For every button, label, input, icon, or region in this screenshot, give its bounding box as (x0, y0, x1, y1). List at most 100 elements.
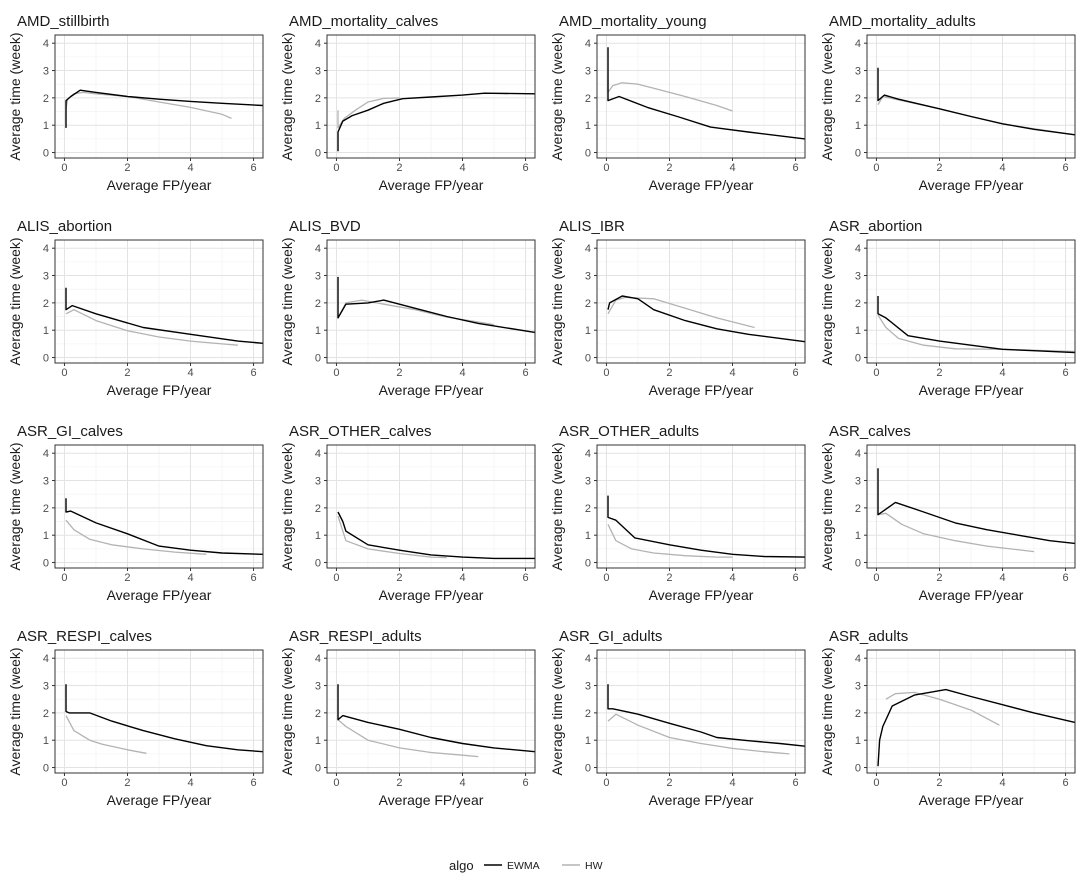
y-tick-label: 0 (855, 558, 861, 570)
y-tick-label: 4 (855, 243, 861, 255)
panel-border (596, 444, 806, 569)
series-line-ewma (337, 684, 536, 753)
y-axis-label: Average time (week) (819, 442, 835, 570)
x-axis-label: Average FP/year (649, 382, 754, 398)
y-tick-label: 3 (585, 476, 591, 488)
y-tick-label: 1 (43, 120, 49, 132)
x-tick-label: 2 (666, 572, 672, 584)
y-tick-label: 3 (855, 476, 861, 488)
series-line-ewma (337, 511, 535, 560)
x-tick-label: 2 (124, 162, 130, 174)
x-axis-label: Average FP/year (379, 792, 484, 808)
x-tick-label: 2 (396, 572, 402, 584)
x-axis-label: Average FP/year (919, 792, 1024, 808)
panel-border (54, 649, 264, 774)
x-axis-label: Average FP/year (649, 587, 754, 603)
x-tick-label: 0 (333, 162, 339, 174)
y-axis-label: Average time (week) (7, 32, 23, 160)
y-axis-label: Average time (week) (549, 647, 565, 775)
y-tick-label: 0 (315, 763, 321, 775)
y-axis-label: Average time (week) (7, 442, 23, 570)
panel-border (596, 34, 806, 159)
y-tick-label: 0 (43, 558, 49, 570)
series-line-ewma (65, 498, 264, 555)
panel-title: ASR_calves (829, 423, 911, 440)
panel: 0 2 4 6 0 1 2 3 4 AMD_mortality_young Average FP/y… (549, 13, 806, 193)
series-line-ewma (65, 684, 264, 753)
x-axis-label: Average FP/year (919, 587, 1024, 603)
x-tick-label: 6 (1062, 777, 1068, 789)
panel-border (326, 649, 536, 774)
x-tick-label: 4 (187, 777, 193, 789)
x-axis-label: Average FP/year (919, 382, 1024, 398)
y-tick-label: 2 (585, 298, 591, 310)
x-tick-label: 0 (873, 572, 879, 584)
y-tick-label: 2 (585, 93, 591, 105)
y-tick-label: 4 (315, 653, 321, 665)
y-tick-label: 2 (315, 298, 321, 310)
panel-title: AMD_stillbirth (17, 13, 110, 30)
x-tick-label: 2 (396, 162, 402, 174)
y-tick-label: 4 (585, 448, 591, 460)
y-axis-label: Average time (week) (819, 647, 835, 775)
x-tick-label: 4 (187, 162, 193, 174)
y-tick-label: 2 (855, 298, 861, 310)
panel: 0 2 4 6 0 1 2 3 4 ASR_adults Average FP/year Averag… (819, 628, 1076, 808)
y-tick-label: 2 (585, 503, 591, 515)
x-tick-label: 6 (522, 162, 528, 174)
x-axis-label: Average FP/year (919, 177, 1024, 193)
panel-border (596, 649, 806, 774)
panel-border (54, 34, 264, 159)
panel-title: AMD_mortality_calves (289, 13, 438, 30)
x-tick-label: 6 (250, 572, 256, 584)
series-line-ewma (607, 295, 806, 343)
y-tick-label: 2 (43, 93, 49, 105)
x-tick-label: 0 (873, 777, 879, 789)
x-axis-label: Average FP/year (379, 382, 484, 398)
panel-title: ASR_OTHER_adults (559, 423, 699, 440)
y-tick-label: 1 (43, 325, 49, 337)
y-tick-label: 0 (855, 148, 861, 160)
x-tick-label: 2 (396, 777, 402, 789)
panel: 0 2 4 6 0 1 2 3 4 ASR_calves Average FP/year Averag… (819, 423, 1076, 603)
series-line-ewma (877, 688, 1076, 767)
x-tick-label: 6 (250, 162, 256, 174)
x-tick-label: 0 (61, 367, 67, 379)
y-tick-label: 4 (315, 448, 321, 460)
y-tick-label: 1 (855, 735, 861, 747)
y-tick-label: 2 (43, 708, 49, 720)
y-tick-label: 1 (43, 735, 49, 747)
y-tick-label: 3 (855, 681, 861, 693)
panel-title: ASR_GI_adults (559, 628, 662, 645)
panel: 0 2 4 6 0 1 2 3 4 ALIS_abortion Average FP/year Ave… (7, 218, 264, 398)
series-line-ewma (65, 89, 264, 128)
panel-title: ALIS_BVD (289, 218, 361, 235)
x-tick-label: 6 (1062, 572, 1068, 584)
x-tick-label: 0 (333, 572, 339, 584)
panel: 0 2 4 6 0 1 2 3 4 ASR_RESPI_adults Average FP/year… (279, 628, 536, 808)
x-tick-label: 6 (792, 777, 798, 789)
x-tick-label: 6 (1062, 162, 1068, 174)
y-tick-label: 0 (315, 558, 321, 570)
y-tick-label: 2 (855, 503, 861, 515)
x-tick-label: 0 (333, 367, 339, 379)
y-tick-label: 1 (585, 735, 591, 747)
series-line-hw (607, 713, 790, 755)
y-tick-label: 3 (43, 681, 49, 693)
panel-title: AMD_mortality_young (559, 13, 707, 30)
x-tick-label: 4 (729, 162, 735, 174)
y-tick-label: 2 (855, 93, 861, 105)
panel-title: ASR_OTHER_calves (289, 423, 432, 440)
panel-border (866, 239, 1076, 364)
series-line-ewma (877, 296, 1076, 354)
y-tick-label: 4 (315, 243, 321, 255)
x-tick-label: 6 (792, 367, 798, 379)
x-tick-label: 0 (873, 162, 879, 174)
x-tick-label: 6 (522, 367, 528, 379)
x-tick-label: 2 (396, 367, 402, 379)
series-line-ewma (877, 67, 1076, 136)
y-tick-label: 0 (43, 763, 49, 775)
panel-title: ALIS_IBR (559, 218, 625, 235)
x-tick-label: 2 (124, 777, 130, 789)
y-tick-label: 2 (315, 503, 321, 515)
